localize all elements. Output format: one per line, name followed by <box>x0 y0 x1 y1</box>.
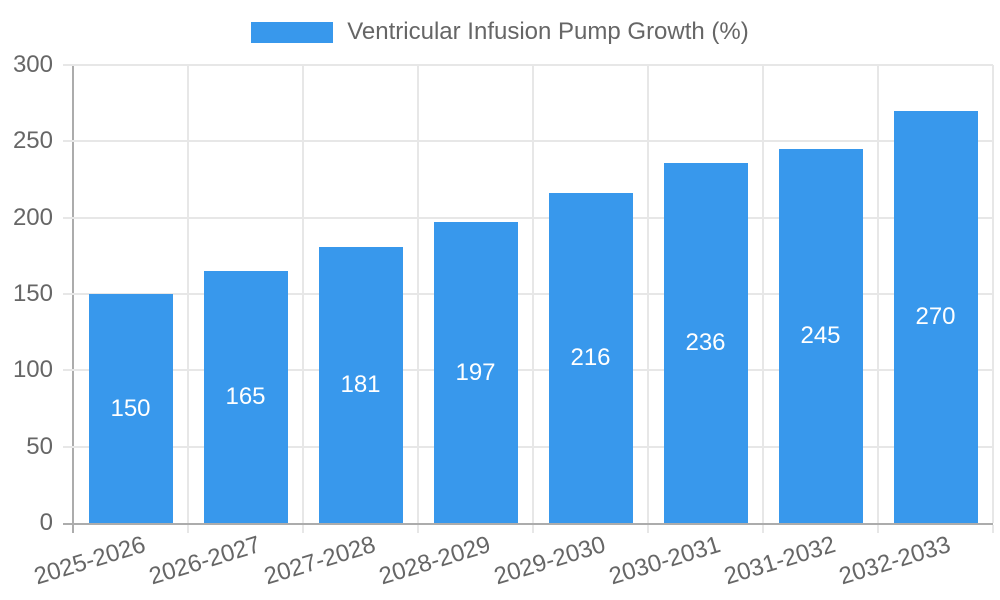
x-axis-tick <box>302 525 304 533</box>
bar-value-label: 150 <box>110 394 151 422</box>
x-axis-tick <box>647 525 649 533</box>
y-tick-label: 100 <box>12 356 53 384</box>
bar-value-label: 165 <box>225 383 266 411</box>
x-axis-tick <box>417 525 419 533</box>
legend-label: Ventricular Infusion Pump Growth (%) <box>347 18 749 45</box>
y-tick-label: 250 <box>12 127 53 155</box>
legend[interactable]: Ventricular Infusion Pump Growth (%) <box>0 17 1000 47</box>
y-tick-label: 200 <box>12 203 53 231</box>
x-tick-label: 2025-2026 <box>30 531 149 591</box>
x-axis-tick <box>532 525 534 533</box>
gridline-horizontal <box>63 140 993 143</box>
gridline-vertical <box>417 65 419 523</box>
y-tick-label: 50 <box>26 432 53 460</box>
bar-value-label: 197 <box>455 358 496 386</box>
gridline-vertical <box>992 65 994 523</box>
gridline-horizontal <box>63 293 993 295</box>
gridline-vertical <box>877 65 879 523</box>
plot-area: 150 165 181 197 216 236 245 270 <box>63 64 994 533</box>
bar[interactable] <box>88 294 173 523</box>
bar-value-label: 270 <box>915 302 956 330</box>
bar-value-label: 216 <box>570 344 611 372</box>
x-axis-tick <box>187 525 189 533</box>
y-tick-label: 0 <box>39 509 53 536</box>
bar-value-label: 245 <box>800 321 841 349</box>
x-axis-tick <box>762 525 764 533</box>
bar[interactable] <box>663 162 748 523</box>
gridline-vertical <box>647 65 649 523</box>
y-axis-line <box>72 64 74 533</box>
x-tick-label: 2026-2027 <box>145 531 264 591</box>
x-tick-label: 2030-2031 <box>605 531 724 591</box>
x-tick-label: 2029-2030 <box>490 531 609 591</box>
bar[interactable] <box>778 148 863 523</box>
gridline-vertical <box>532 65 534 523</box>
gridline-vertical <box>187 65 189 523</box>
bar-value-label: 181 <box>340 370 381 398</box>
gridline-vertical <box>302 65 304 523</box>
x-axis-line <box>63 523 993 525</box>
x-tick-label: 2031-2032 <box>720 531 839 591</box>
gridline-horizontal <box>63 64 993 66</box>
bar[interactable] <box>203 271 288 523</box>
bar-value-label: 236 <box>685 328 726 356</box>
bar[interactable] <box>893 110 978 523</box>
gridline-horizontal <box>63 369 993 372</box>
x-tick-label: 2027-2028 <box>260 531 379 591</box>
x-axis-tick <box>992 525 994 533</box>
x-tick-label: 2032-2033 <box>835 531 954 591</box>
x-tick-label: 2028-2029 <box>375 531 494 591</box>
bar[interactable] <box>548 193 633 523</box>
bar[interactable] <box>433 222 518 523</box>
gridline-vertical <box>762 65 764 523</box>
y-tick-label: 300 <box>12 51 53 78</box>
x-axis-tick <box>877 525 879 533</box>
y-tick-label: 150 <box>12 280 53 307</box>
gridline-horizontal <box>63 216 993 219</box>
bar[interactable] <box>318 246 403 523</box>
legend-swatch-icon <box>251 21 334 43</box>
gridline-horizontal <box>63 445 993 448</box>
